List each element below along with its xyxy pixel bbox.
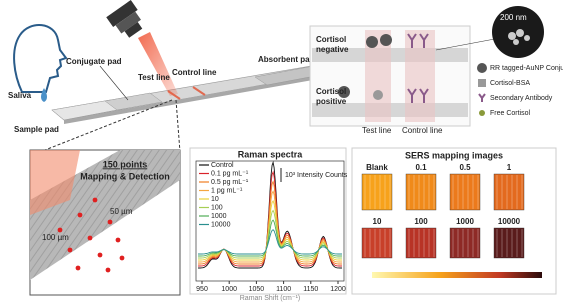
mapping-point — [93, 198, 98, 203]
control-line-label: Control line — [402, 126, 443, 135]
absorbent-pad-label: Absorbent pad — [258, 55, 315, 64]
sers-image — [362, 228, 392, 258]
image-label: 10000 — [498, 217, 521, 226]
leader — [100, 66, 128, 100]
legend-icon — [479, 110, 485, 116]
positive-label: Cortisol — [316, 87, 346, 96]
image-label: 100 — [414, 217, 428, 226]
x-axis-label: Raman Shift (cm⁻¹) — [240, 295, 300, 302]
image-label: 0.1 — [415, 163, 427, 172]
sample-pad-label: Sample pad — [14, 125, 59, 134]
legend-label: Cortisol-BSA — [490, 80, 530, 87]
laser-beam — [138, 32, 178, 96]
conjugate-pad-label: Conjugate pad — [66, 57, 122, 66]
image-label: 1000 — [456, 217, 474, 226]
positive-label: positive — [316, 97, 347, 106]
image-label: 10 — [373, 217, 382, 226]
x-tick-label: 1050 — [249, 286, 265, 293]
sers-title: SERS mapping images — [405, 150, 503, 160]
sers-image — [450, 228, 480, 258]
mapping-subtitle: Mapping & Detection — [80, 171, 170, 181]
mapping-point — [58, 228, 63, 233]
sers-image — [406, 174, 436, 210]
mapping-point — [98, 253, 103, 258]
raman-title: Raman spectra — [238, 149, 304, 159]
x-tick-label: 1100 — [276, 286, 291, 293]
x-tick-label: 1150 — [303, 286, 318, 293]
saliva-label: Saliva — [8, 91, 32, 100]
legend-label: 10 — [211, 196, 219, 203]
legend-label: Free Cortisol — [490, 110, 531, 117]
mapping-title: 150 points — [103, 159, 148, 169]
legend-label: 100 — [211, 204, 223, 211]
image-label: 0.5 — [459, 163, 471, 172]
mapping-point — [108, 220, 113, 225]
image-label: 1 — [507, 163, 512, 172]
spacing-y-label: 100 µm — [42, 233, 69, 242]
sers-image — [450, 174, 480, 210]
legend-label: 1 pg mL⁻¹ — [211, 187, 243, 194]
image-label: Blank — [366, 163, 388, 172]
legend-icon — [477, 63, 487, 73]
test-line-label: Test line — [138, 73, 170, 82]
x-tick-label: 1000 — [221, 286, 237, 293]
mapping-point — [68, 248, 73, 253]
legend-label: 1000 — [211, 213, 227, 220]
mapping-point — [120, 256, 125, 261]
test-line-label: Test line — [362, 126, 392, 135]
zoom-line — [176, 100, 180, 152]
legend-label: Secondary Antibody — [490, 95, 553, 102]
legend-icon — [479, 94, 485, 102]
mapping-point — [88, 236, 93, 241]
colorbar — [372, 272, 542, 278]
sers-image — [362, 174, 392, 210]
mapping-point — [116, 238, 121, 243]
figure: Saliva Conjugate pad Test line Control l… — [0, 0, 563, 307]
sers-image — [494, 174, 524, 210]
assay-legend: RR tagged-AuNP Conjugate Cortisol-BSA Seco… — [477, 63, 563, 117]
mapping-point — [106, 268, 111, 273]
control-zone — [405, 30, 435, 122]
scale-bar-label: 10³ Intensity Counts — [285, 172, 348, 179]
legend-label: 0.5 pg mL⁻¹ — [211, 179, 249, 186]
negative-label: negative — [316, 45, 349, 54]
face-outline — [14, 25, 66, 92]
legend-label: 10000 — [211, 221, 231, 228]
mapping-point — [76, 266, 81, 271]
legend-label: 0.1 pg mL⁻¹ — [211, 170, 249, 177]
scale-label: 200 nm — [500, 13, 527, 22]
control-line-label: Control line — [172, 68, 217, 77]
x-tick-label: 950 — [196, 286, 208, 293]
spacing-x-label: 50 µm — [110, 207, 133, 216]
sers-image — [494, 228, 524, 258]
x-tick-label: 1200 — [330, 286, 346, 293]
legend-icon — [478, 79, 486, 87]
legend-label: RR tagged-AuNP Conjugate — [490, 65, 563, 72]
laser-objective — [106, 0, 148, 42]
legend-label: Control — [211, 162, 234, 169]
sers-image — [406, 228, 436, 258]
mapping-point — [78, 213, 83, 218]
negative-label: Cortisol — [316, 35, 346, 44]
